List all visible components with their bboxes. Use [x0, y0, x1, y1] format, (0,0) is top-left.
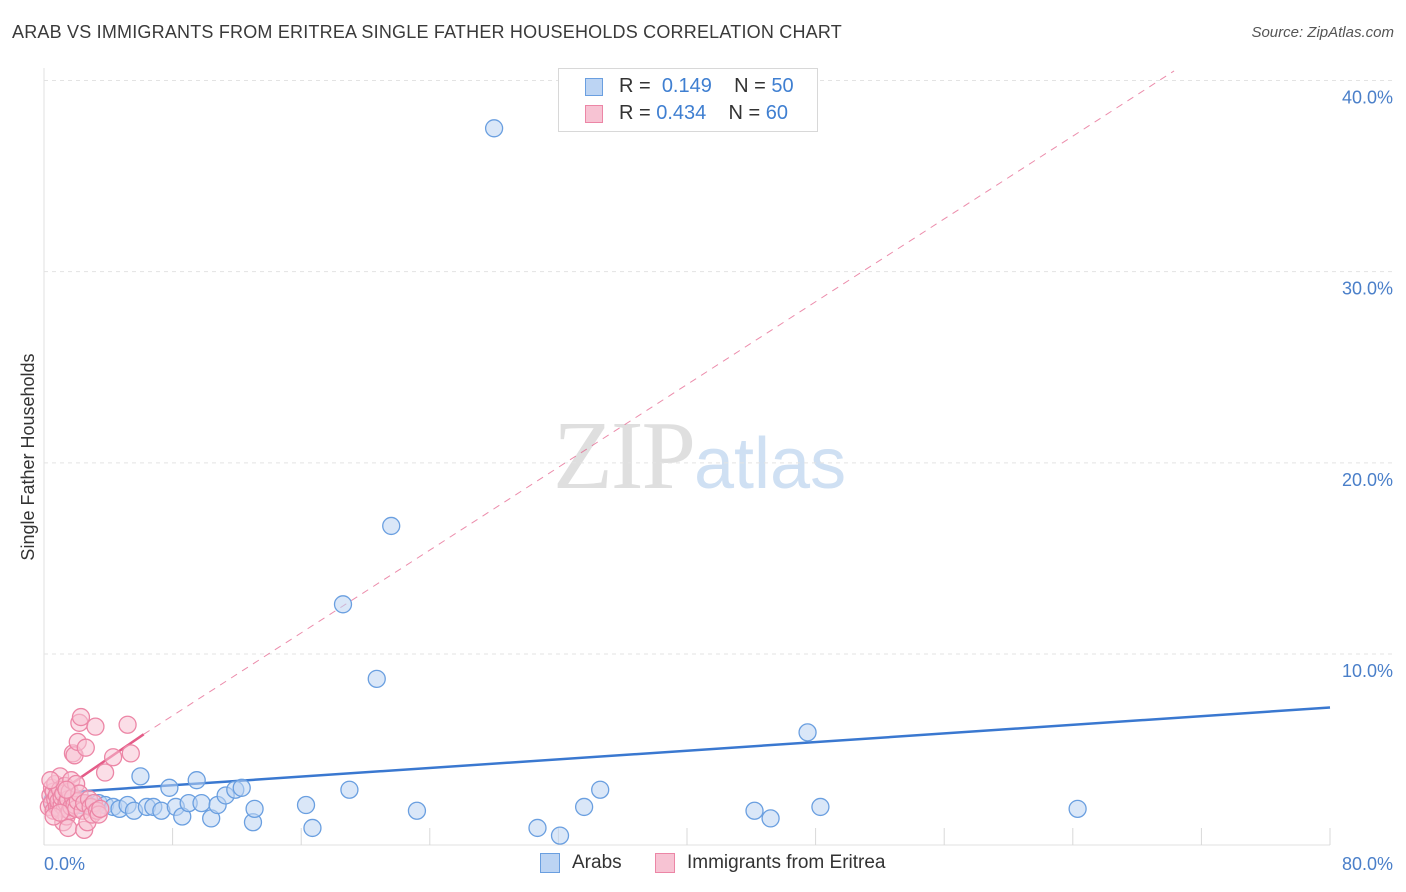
watermark-atlas: atlas [694, 424, 847, 504]
y-tick-label: 30.0% [1342, 279, 1393, 299]
eritrea-point [57, 780, 76, 799]
axes [43, 68, 1331, 846]
arabs-point [131, 767, 150, 786]
y-tick-label: 20.0% [1342, 470, 1393, 490]
arabs-point [382, 516, 401, 536]
eritrea-point [50, 803, 70, 822]
eritrea-point [91, 799, 110, 818]
arabs-point [1068, 799, 1087, 818]
arabs-point [232, 778, 251, 797]
eritrea-point [118, 715, 137, 734]
arabs-point [761, 809, 780, 828]
eritrea-point [121, 744, 140, 763]
arabs-point [798, 723, 817, 742]
n-label: N = [728, 102, 761, 124]
arabs-point [811, 797, 830, 817]
x-tick-label: 0.0% [44, 854, 85, 874]
r-label: R = [619, 102, 651, 124]
y-tick-label: 40.0% [1342, 88, 1393, 108]
legend-text-eritrea: R = 0.434 N = 60 [619, 102, 788, 125]
y-axis-title: Single Father Households [18, 353, 38, 560]
r-value: 0.149 [661, 75, 712, 97]
arabs-point [245, 799, 264, 818]
y-tick-label: 10.0% [1342, 661, 1393, 681]
trend-lines [48, 70, 1331, 801]
arabs-point [367, 669, 386, 689]
eritrea-point [71, 707, 91, 727]
arabs-swatch [585, 78, 603, 96]
eritrea-swatch [585, 105, 603, 123]
watermark-zip: ZIP [553, 402, 696, 510]
arabs-point [745, 801, 764, 820]
series-legend: Arabs Immigrants from Eritrea [0, 850, 1406, 880]
legend-label-arabs: Arabs [572, 852, 622, 873]
x-tick-label: 80.0% [1342, 854, 1393, 874]
arabs-point [187, 771, 206, 790]
arabs-point [296, 795, 316, 815]
n-label: N = [734, 75, 766, 97]
eritrea-trend-extension [143, 70, 1175, 735]
legend-label-eritrea: Immigrants from Eritrea [687, 852, 886, 873]
eritrea-point [58, 818, 78, 838]
chart-title: ARAB VS IMMIGRANTS FROM ERITREA SINGLE F… [12, 22, 842, 42]
n-value: 50 [771, 75, 794, 97]
source-credit: Source: ZipAtlas.com [1251, 24, 1394, 41]
arabs-point [591, 780, 610, 799]
data-points [39, 119, 1087, 845]
eritrea-point [41, 771, 60, 790]
n-value: 60 [765, 102, 789, 124]
eritrea-point [95, 763, 115, 782]
grid-lines [44, 80, 1392, 655]
arabs-point [550, 826, 570, 845]
arabs-point [303, 818, 322, 838]
eritrea-point [86, 717, 105, 736]
arabs-point [574, 797, 594, 817]
eritrea-point [103, 748, 123, 767]
arabs-point [333, 595, 353, 614]
arabs-legend-swatch [540, 853, 560, 873]
arabs-point [528, 818, 547, 838]
arabs-trend-line [48, 706, 1331, 795]
r-label: R = [619, 75, 651, 97]
eritrea-point [76, 738, 95, 757]
correlation-legend: R = 0.149 N = 50 R = 0.434 N = 60 [558, 68, 818, 132]
r-value: 0.434 [656, 102, 707, 124]
arabs-point [484, 119, 504, 138]
arabs-point [192, 793, 211, 813]
legend-text-arabs: R = 0.149 N = 50 [619, 75, 794, 98]
arabs-point [340, 780, 359, 799]
tick-labels: 10.0% 20.0% 30.0% 40.0% 0.0% 80.0% Single Fath… [18, 88, 1393, 875]
arabs-point [160, 778, 179, 797]
arabs-point [407, 801, 427, 820]
eritrea-legend-swatch [655, 853, 675, 873]
zipatlas-watermark: ZIPatlas [553, 400, 846, 512]
